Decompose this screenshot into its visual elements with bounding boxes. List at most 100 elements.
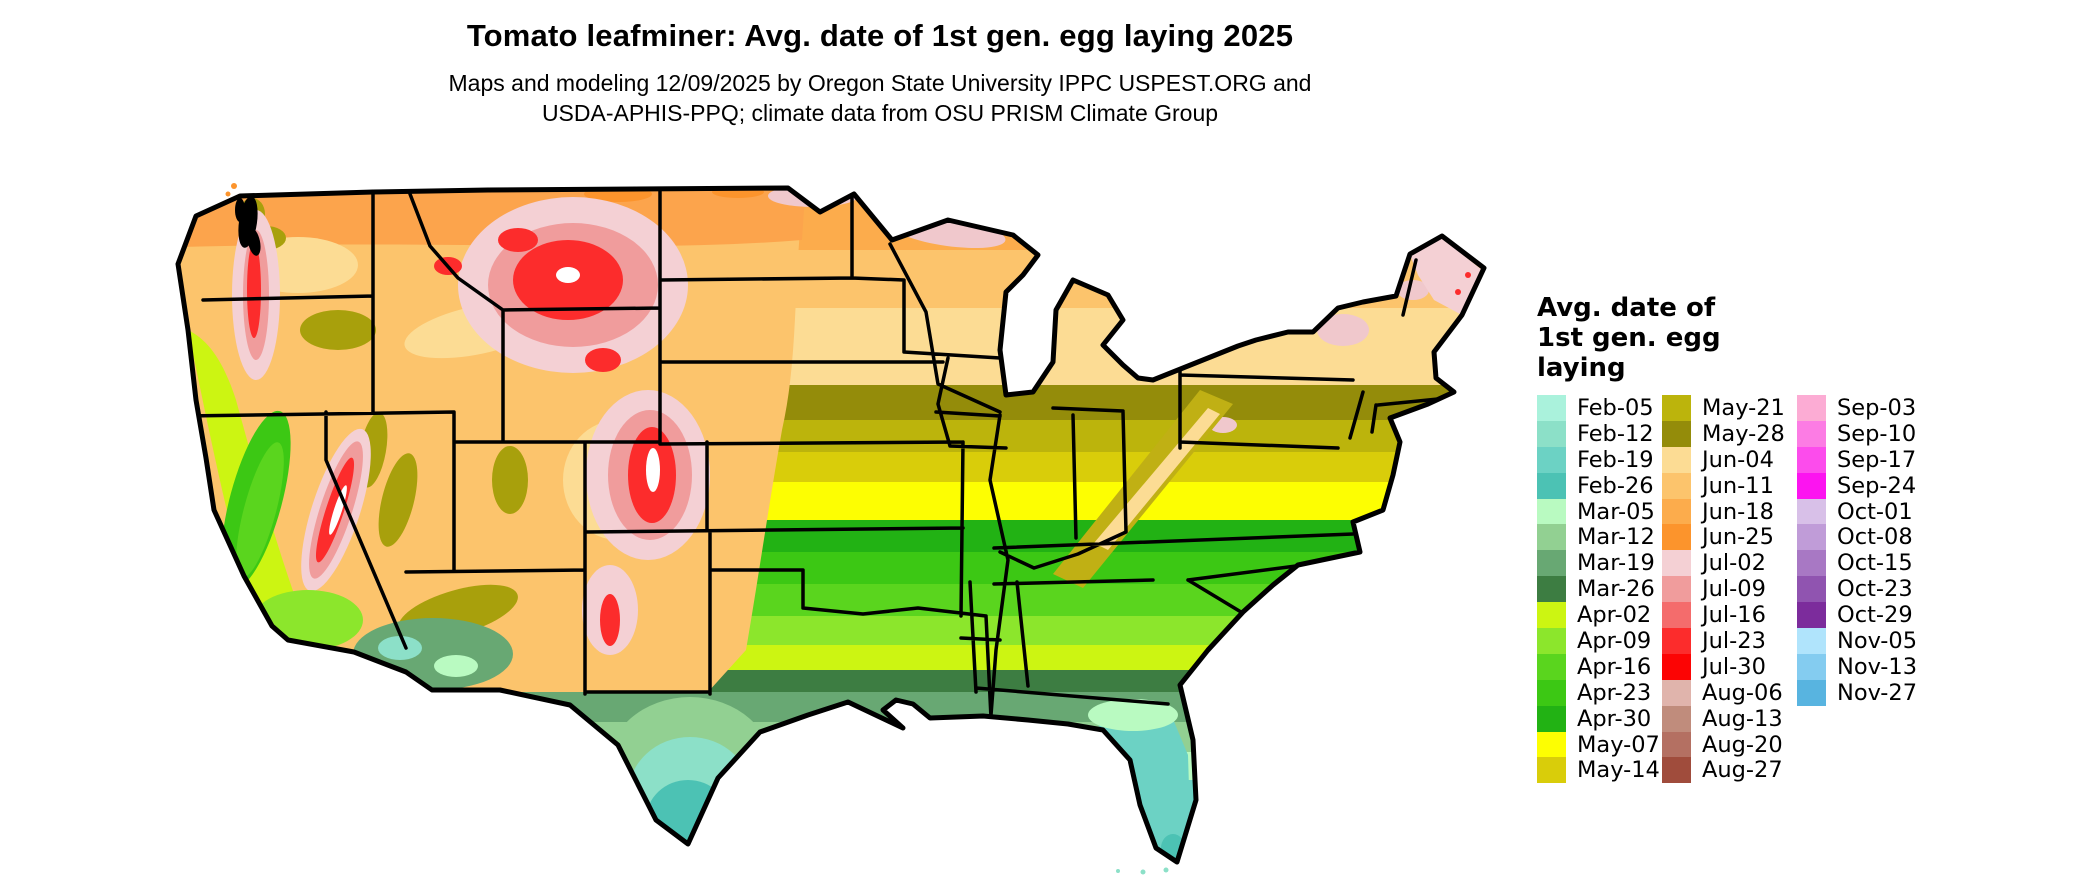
legend-label: Jul-02 [1702,550,1766,577]
legend-swatch [1797,602,1826,629]
southwest-mint-spot [434,655,478,677]
map-canvas [175,183,1487,875]
legend-swatch [1537,524,1566,551]
legend-label: Mar-26 [1577,576,1655,603]
legend-column-1: Feb-05 Feb-12 Feb-19 Feb-26 [1537,395,1662,783]
legend-swatch [1662,576,1691,603]
legend-label: Sep-24 [1837,472,1917,499]
legend-label: Oct-15 [1837,550,1913,577]
legend-entry: Aug-06 [1662,680,1797,706]
island-specks [225,183,237,197]
legend-title: Avg. date of 1st gen. egg laying [1537,293,2077,383]
legend-entry: Nov-05 [1797,628,1917,654]
legend-label: Nov-13 [1837,653,1918,680]
legend-entry: Nov-27 [1797,680,1917,706]
legend-entry: Aug-20 [1662,732,1797,758]
legend-entry: Sep-10 [1797,421,1917,447]
legend-label: Mar-12 [1577,524,1655,551]
legend-label: Sep-03 [1837,394,1917,421]
legend-entry: Mar-12 [1537,524,1662,550]
legend-entry: Sep-03 [1797,395,1917,421]
legend-swatch [1537,395,1566,421]
legend-entry: Feb-19 [1537,447,1662,473]
legend-swatch [1797,550,1826,577]
florida-mint-band [1088,699,1178,731]
legend-swatch [1662,420,1691,447]
us-outline [175,185,1487,865]
legend-swatch [1537,679,1566,706]
legend-swatch [1797,524,1826,551]
legend: Avg. date of 1st gen. egg laying Feb-05 … [1537,293,2077,783]
legend-swatch [1537,550,1566,577]
legend-entry: Mar-26 [1537,576,1662,602]
map-fill-layers [178,188,1484,862]
legend-label: Feb-19 [1577,446,1654,473]
legend-title-line-1: Avg. date of [1537,293,1716,323]
legend-label: May-28 [1702,420,1785,447]
legend-title-line-2: 1st gen. egg [1537,323,1721,353]
legend-label: Nov-05 [1837,627,1918,654]
legend-label: Apr-02 [1577,602,1652,629]
legend-label: Aug-13 [1702,705,1783,732]
legend-label: Sep-17 [1837,446,1917,473]
legend-label: Jul-30 [1702,653,1766,680]
legend-label: Aug-27 [1702,757,1783,784]
legend-swatch [1662,628,1691,654]
maine-red-dots [1455,272,1471,295]
legend-label: May-21 [1702,394,1785,421]
legend-entry: Jul-16 [1662,602,1797,628]
legend-label: Mar-19 [1577,550,1655,577]
legend-label: Apr-30 [1577,705,1652,732]
state-borders [186,188,1450,740]
legend-entry: Apr-09 [1537,628,1662,654]
subtitle-line-2: USDA-APHIS-PPQ; climate data from OSU PR… [541,100,1219,126]
legend-swatch [1797,679,1826,706]
legend-swatch [1662,550,1691,577]
legend-swatch [1537,576,1566,603]
legend-entry: Feb-05 [1537,395,1662,421]
legend-label: Jul-09 [1702,576,1766,603]
legend-swatch [1662,446,1691,473]
legend-entry: Jul-23 [1662,628,1797,654]
legend-entry: Mar-19 [1537,550,1662,576]
legend-swatch [1537,602,1566,629]
legend-entry: Oct-15 [1797,550,1917,576]
legend-label: Feb-12 [1577,420,1654,447]
legend-entry: Oct-23 [1797,576,1917,602]
central-valley-core [236,442,284,578]
legend-label: May-14 [1577,757,1660,784]
legend-entry: Apr-23 [1537,680,1662,706]
legend-label: Mar-05 [1577,498,1655,525]
legend-entry: May-07 [1537,732,1662,758]
legend-label: Jul-23 [1702,627,1766,654]
legend-swatch [1537,498,1566,525]
us-map [148,180,1500,880]
legend-swatch [1537,705,1566,732]
legend-swatch [1797,628,1826,654]
subtitle-line-1: Maps and modeling 12/09/2025 by Oregon S… [448,70,1312,96]
legend-entry: Jun-04 [1662,447,1797,473]
subtitle: Maps and modeling 12/09/2025 by Oregon S… [0,68,1760,128]
legend-swatch [1797,395,1826,421]
legend-entry: Sep-17 [1797,447,1917,473]
legend-entry: Apr-16 [1537,654,1662,680]
legend-entry: Oct-01 [1797,499,1917,525]
legend-label: Jun-25 [1702,524,1774,551]
header: Tomato leafminer: Avg. date of 1st gen. … [0,0,1760,128]
legend-entry: Jun-25 [1662,524,1797,550]
legend-entry: Sep-24 [1797,473,1917,499]
snow-peak-dots [329,267,660,535]
maine-pink [1410,238,1482,314]
legend-title-line-3: laying [1537,353,1626,383]
legend-entry: May-28 [1662,421,1797,447]
legend-label: Apr-23 [1577,679,1652,706]
legend-swatch [1537,628,1566,654]
legend-swatch [1662,679,1691,706]
legend-entry: Apr-02 [1537,602,1662,628]
florida-keys-specks [1116,867,1169,875]
legend-swatch [1537,446,1566,473]
legend-label: Feb-26 [1577,472,1654,499]
legend-entry: Nov-13 [1797,654,1917,680]
legend-label: Jun-04 [1702,446,1774,473]
